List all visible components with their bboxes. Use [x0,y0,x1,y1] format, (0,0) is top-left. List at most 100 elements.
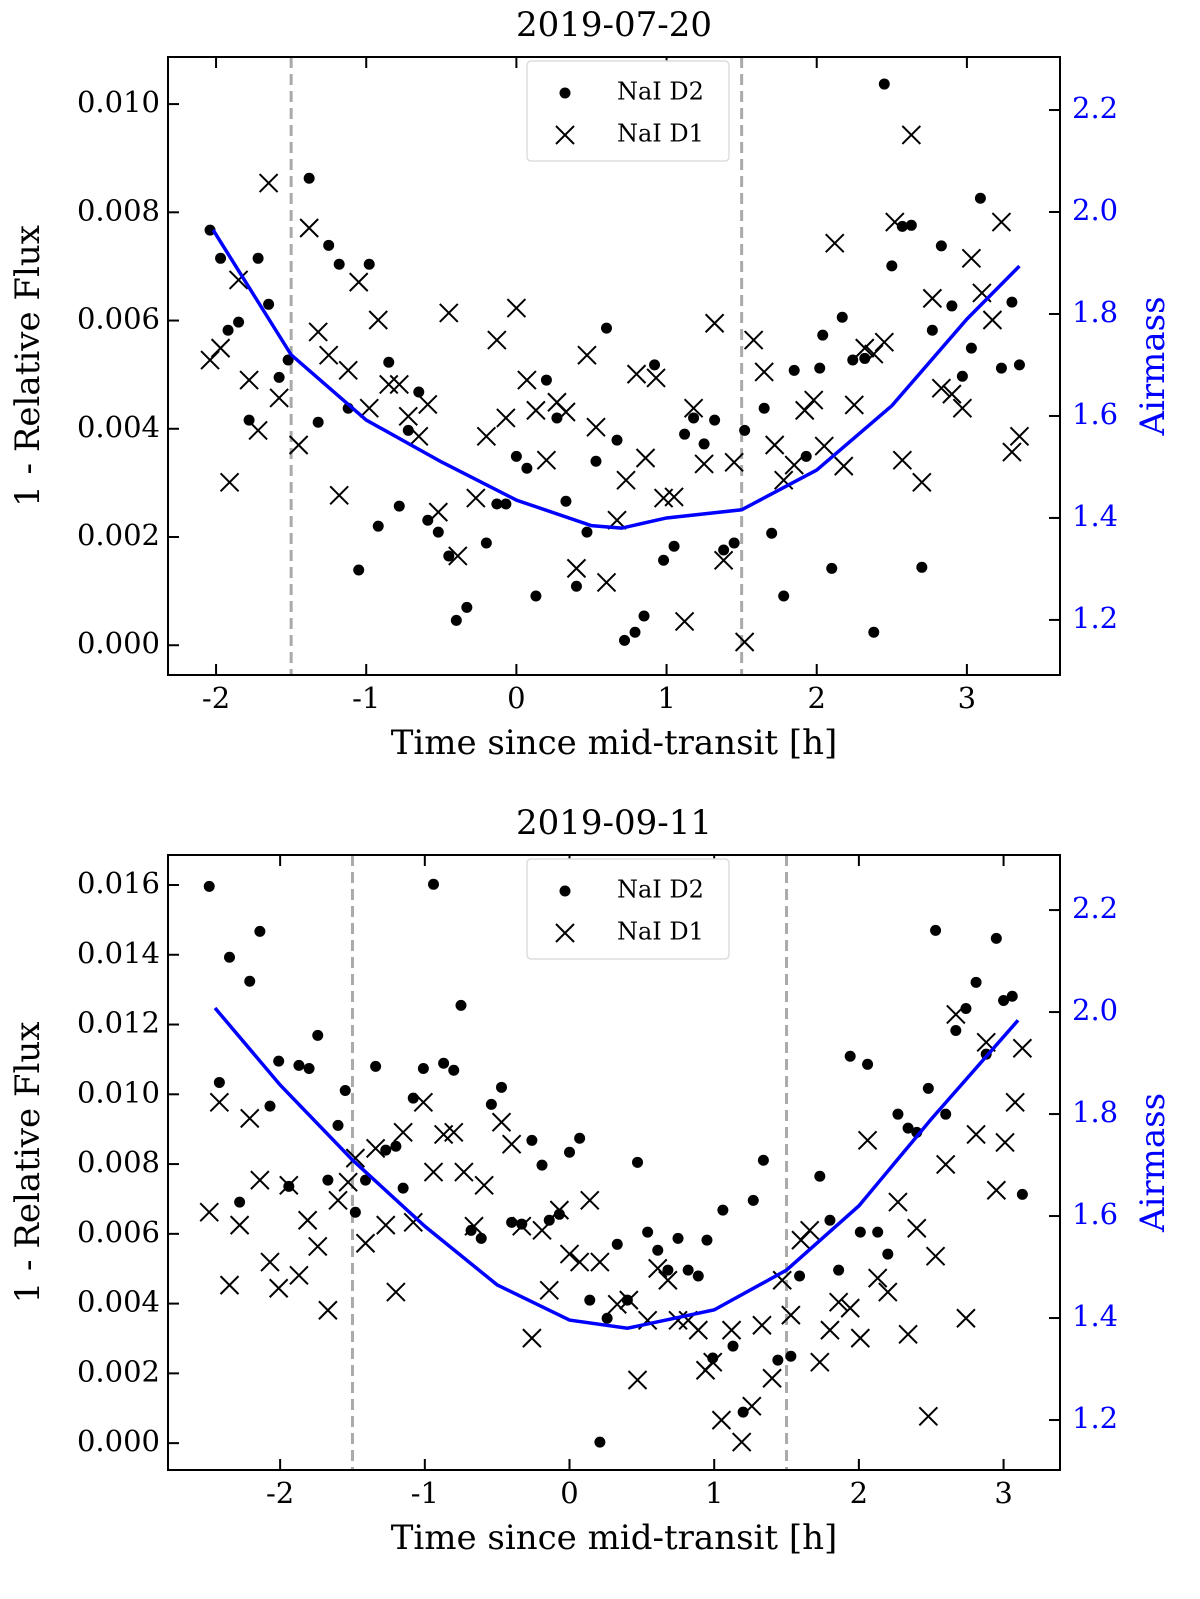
legend-marker [555,125,575,145]
d2-point [536,1159,548,1171]
d2-point [244,975,256,987]
d1-point [850,1328,871,1348]
y2-tick-label: 1.4 [1072,499,1118,533]
d2-point [570,580,582,592]
d1-point [355,1233,376,1253]
d1-point [474,1175,494,1196]
d1-point [199,1202,219,1222]
y2-tick-label: 1.6 [1072,1197,1118,1231]
d2-point [407,1092,419,1104]
x-tick-label: -1 [411,1476,439,1510]
y-tick-label: 0.002 [77,1354,160,1388]
d2-point [970,976,982,988]
d2-point [222,324,234,336]
d1-point [476,426,497,447]
d2-point [234,1196,246,1208]
y2-tick-label: 1.8 [1072,1095,1118,1129]
y-tick-label: 0.014 [77,936,160,970]
d1-point [922,288,943,309]
x-tick-label: 2 [808,681,826,715]
d1-point [885,212,905,232]
d1-point [454,1162,474,1182]
d2-point [581,526,593,538]
d2-point [215,252,227,264]
d2-point [448,1064,460,1076]
d2-point [896,220,908,232]
plot-area [199,855,1033,1470]
y-tick-label: 0.000 [77,626,160,660]
d2-point [611,434,623,446]
d1-point [688,1320,708,1340]
d2-point [868,626,880,638]
d2-point [526,1134,538,1146]
d2-point [847,354,859,366]
d2-point [814,1170,826,1182]
legend-marker [559,87,571,99]
d1-point [349,272,369,292]
d2-point [564,1146,576,1158]
d1-point [368,310,388,330]
d2-point [496,1081,508,1093]
d2-point [718,544,730,556]
d1-point [386,1282,406,1302]
legend-label: NaI D2 [617,876,704,904]
d2-point [383,356,395,368]
d2-point [273,371,285,383]
d1-point [799,1220,820,1241]
d1-point [834,456,854,476]
d2-point [833,1264,845,1276]
d2-point [480,537,492,549]
d1-point [814,436,834,456]
d1-point [466,488,486,508]
d1-point [867,1268,888,1288]
d1-point [517,370,537,390]
d2-point [390,1140,402,1152]
d1-point [345,1148,366,1168]
legend-label: NaI D2 [617,78,704,106]
d2-point [824,1214,836,1226]
d2-point [814,362,826,374]
d1-point [496,408,516,428]
d1-point [522,1328,542,1348]
d1-point [448,546,468,566]
d1-point [888,1192,908,1212]
d1-point [268,1278,289,1298]
d2-point [428,878,440,890]
d1-point [986,1180,1007,1200]
d1-point [269,388,289,408]
d1-point [925,1246,946,1266]
d2-point [956,370,968,382]
d2-point [1006,990,1018,1002]
d2-point [393,500,405,512]
d1-point [439,303,459,323]
d2-point [372,520,384,532]
d1-point [825,233,845,253]
d2-point [844,1050,856,1062]
d1-point [995,1132,1015,1153]
d1-point [512,1216,532,1236]
d1-point [318,345,339,365]
d1-point [784,455,804,475]
d1-point [694,454,714,474]
d2-point [778,590,790,602]
d2-point [370,1060,382,1072]
d2-point [916,561,928,573]
y2-tick-label: 1.2 [1072,601,1118,635]
d2-point [322,1174,334,1186]
d2-point [621,1294,633,1306]
d1-point [627,1370,648,1390]
d1-point [616,470,636,490]
d2-point [574,1132,586,1144]
d2-point [363,258,375,270]
d2-point [698,438,710,450]
d1-point [743,330,764,350]
d1-point [389,374,409,395]
d1-point [855,338,875,358]
y-tick-label: 0.006 [77,302,160,336]
y-tick-label: 0.000 [77,1424,160,1458]
d1-point [674,611,695,632]
d1-point [664,487,684,507]
d1-point [418,394,438,415]
d1-point [444,1122,464,1143]
